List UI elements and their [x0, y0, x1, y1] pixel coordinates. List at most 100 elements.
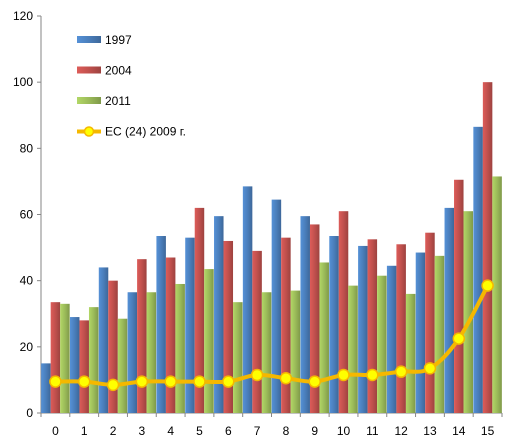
x-tick-label: 0	[52, 424, 59, 438]
x-tick-label: 5	[196, 424, 203, 438]
line-point	[135, 375, 149, 388]
x-tick-label: 7	[254, 424, 261, 438]
bar-2011	[492, 176, 502, 413]
bar-2004	[367, 239, 378, 413]
bar-1997	[271, 199, 282, 413]
line-point	[164, 375, 177, 388]
line-point	[308, 375, 321, 388]
y-tick-label: 20	[20, 340, 34, 354]
bar-2004	[137, 259, 147, 413]
bar-1997	[329, 236, 339, 413]
bar-2004	[309, 224, 320, 413]
line-point	[394, 365, 408, 378]
line-point	[49, 375, 62, 388]
bar-2004	[50, 302, 61, 413]
bar-1997	[127, 292, 138, 413]
y-tick-label: 120	[13, 9, 33, 23]
x-tick-label: 10	[337, 424, 351, 438]
bar-2011	[88, 307, 99, 413]
bar-2011	[348, 285, 358, 413]
x-axis-ticks: 0 1 2 3 4 5 6 7 8 9 10 11 12 13 14 15	[40, 413, 503, 438]
bar-1997	[386, 265, 397, 413]
y-tick-label: 100	[13, 75, 33, 89]
bar-1997	[444, 207, 455, 413]
bar-1997	[185, 237, 195, 413]
line-point	[452, 332, 466, 345]
bar-2011	[60, 303, 70, 413]
bar-2011	[434, 255, 445, 413]
legend-label: ЕС (24) 2009 г.	[105, 125, 186, 139]
bar-series-group	[41, 82, 502, 414]
bar-2011	[405, 293, 416, 413]
bar-1997	[156, 236, 166, 413]
bar-1997	[98, 267, 109, 413]
line-point	[423, 362, 437, 375]
x-tick-label: 13	[423, 424, 437, 438]
legend-label: 2011	[105, 94, 131, 108]
bar-2011	[261, 292, 272, 413]
x-tick-label: 12	[394, 424, 408, 438]
bar-2004	[425, 232, 435, 413]
line-point	[481, 279, 494, 292]
bar-2004	[223, 240, 234, 413]
bar-2011	[319, 262, 329, 413]
bar-1997	[242, 186, 253, 413]
x-tick-label: 14	[452, 424, 466, 438]
legend-label: 2004	[105, 64, 132, 78]
x-tick-label: 11	[366, 424, 379, 438]
bar-1997	[415, 252, 426, 413]
bar-2011	[117, 318, 128, 413]
bar-2004	[454, 179, 464, 413]
bar-2004	[252, 250, 262, 413]
y-axis-ticks: 0 20 40 60 80 100 120	[13, 9, 41, 420]
x-tick-label: 1	[81, 424, 88, 438]
bar-2004	[338, 211, 349, 413]
line-series	[55, 284, 490, 387]
bar-2004	[396, 244, 406, 413]
bar-2011	[377, 275, 387, 413]
legend-swatch-marker	[83, 126, 95, 137]
bar-2004	[281, 237, 291, 413]
bar-1997	[214, 216, 224, 413]
bar-2011	[463, 211, 474, 413]
bar-2004	[165, 257, 176, 413]
bar-2011	[290, 290, 301, 413]
bar-2004	[108, 280, 118, 413]
bar-2004	[79, 320, 89, 413]
line-point	[193, 375, 206, 388]
legend-label: 1997	[105, 33, 132, 47]
legend: 1997 2004 2011 ЕС (24) 2009 г.	[77, 33, 186, 139]
bar-2004	[194, 207, 205, 413]
line-point	[279, 372, 293, 385]
bar-1997	[41, 363, 51, 413]
bar-1997	[69, 317, 80, 413]
line-point	[366, 368, 379, 382]
x-tick-label: 6	[225, 424, 232, 438]
y-tick-label: 0	[26, 406, 33, 420]
legend-swatch	[77, 66, 101, 74]
y-tick-label: 40	[20, 274, 34, 288]
line-point	[77, 375, 91, 388]
bar-2011	[204, 269, 214, 413]
bar-1997	[358, 245, 368, 413]
x-tick-label: 4	[167, 424, 174, 438]
x-tick-label: 2	[110, 424, 117, 438]
x-tick-label: 8	[283, 424, 290, 438]
x-tick-label: 15	[481, 424, 495, 438]
bar-1997	[473, 126, 483, 414]
line-point	[250, 368, 264, 382]
y-tick-label: 60	[20, 208, 34, 222]
y-tick-label: 80	[20, 141, 34, 155]
bar-2011	[233, 302, 243, 413]
line-point	[106, 378, 120, 392]
legend-swatch	[77, 36, 101, 43]
line-point	[222, 375, 235, 388]
bar-2011	[146, 292, 157, 413]
legend-swatch	[77, 97, 101, 104]
line-series-group	[49, 279, 494, 392]
bar-2004	[482, 82, 493, 414]
x-tick-label: 3	[139, 424, 146, 438]
bar-2011	[175, 283, 185, 413]
